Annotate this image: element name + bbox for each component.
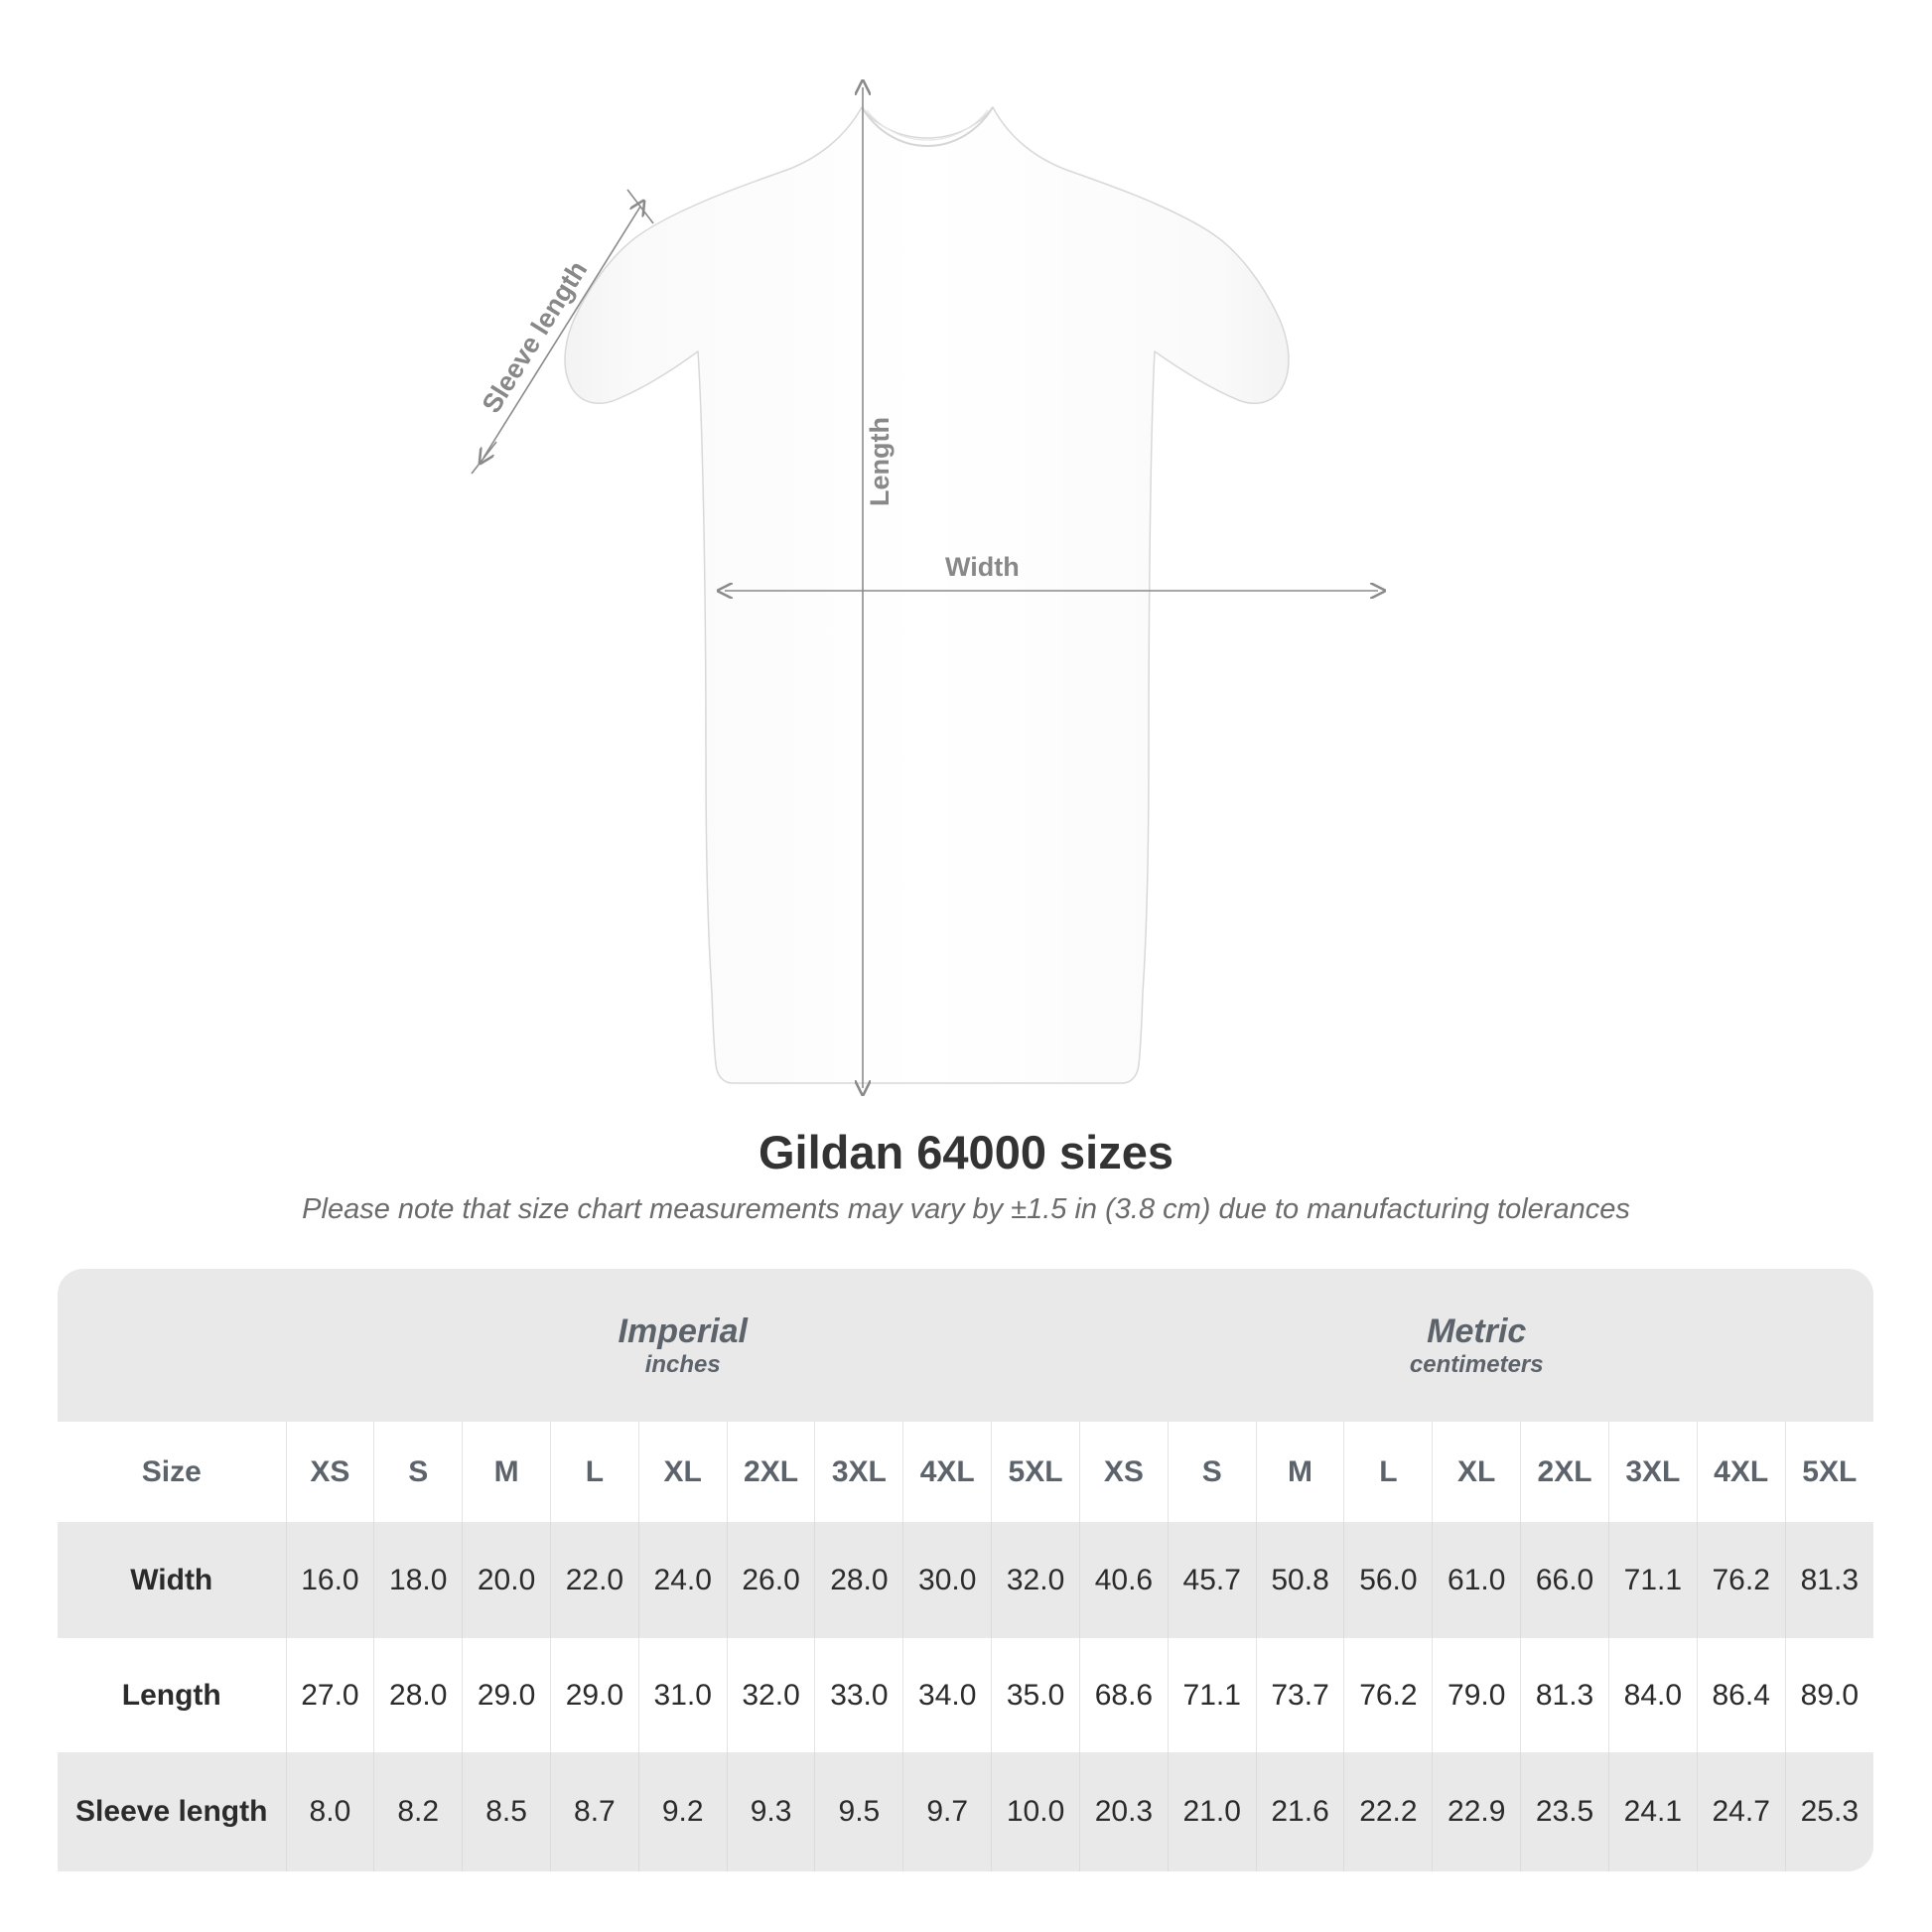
svg-text:Length: Length	[865, 417, 895, 506]
svg-text:Width: Width	[945, 552, 1020, 582]
